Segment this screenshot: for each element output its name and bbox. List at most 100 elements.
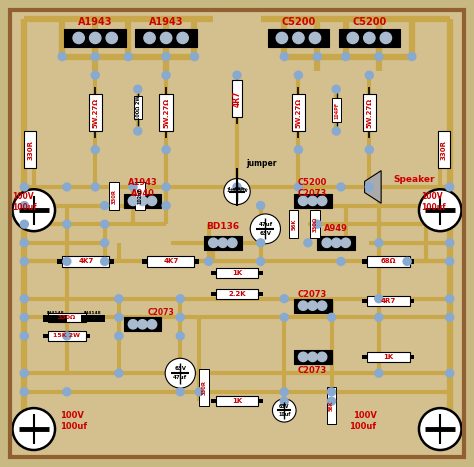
Text: 1K: 1K — [232, 270, 242, 276]
Bar — [327, 387, 336, 425]
Circle shape — [256, 257, 264, 265]
Text: 100uf: 100uf — [60, 422, 87, 431]
Circle shape — [365, 146, 374, 154]
Bar — [43, 315, 48, 319]
Circle shape — [115, 295, 123, 303]
Bar — [232, 80, 242, 117]
Text: 4R7: 4R7 — [381, 298, 396, 304]
Text: 100Ω 2W: 100Ω 2W — [136, 95, 141, 120]
Text: 102nf: 102nf — [137, 188, 143, 204]
Bar — [48, 312, 86, 322]
Circle shape — [63, 332, 71, 340]
Circle shape — [337, 183, 345, 191]
Circle shape — [20, 313, 28, 321]
Circle shape — [322, 238, 331, 248]
Bar — [43, 315, 67, 322]
Circle shape — [73, 32, 84, 43]
Circle shape — [233, 71, 241, 79]
Circle shape — [304, 239, 312, 247]
Circle shape — [100, 220, 109, 228]
Bar — [64, 28, 126, 47]
Bar — [332, 99, 341, 122]
Circle shape — [341, 238, 350, 248]
Circle shape — [138, 319, 147, 329]
Circle shape — [375, 369, 383, 377]
Text: 63V: 63V — [174, 366, 186, 371]
Text: 100V: 100V — [60, 410, 83, 419]
Circle shape — [115, 313, 123, 321]
Circle shape — [12, 408, 55, 450]
Circle shape — [375, 53, 383, 61]
Circle shape — [20, 183, 28, 191]
Text: 100V: 100V — [421, 192, 443, 201]
Bar — [199, 368, 209, 406]
Text: 1K: 1K — [232, 398, 242, 404]
Bar — [410, 354, 414, 359]
Circle shape — [20, 332, 28, 340]
Text: 330Ω: 330Ω — [312, 217, 318, 232]
Circle shape — [256, 202, 264, 210]
Circle shape — [129, 183, 137, 191]
Circle shape — [332, 127, 340, 135]
Text: 5W.27Ω: 5W.27Ω — [295, 97, 301, 127]
Text: 330R: 330R — [27, 140, 33, 160]
Circle shape — [250, 214, 281, 244]
Circle shape — [328, 397, 336, 405]
Circle shape — [328, 388, 336, 396]
Circle shape — [280, 313, 288, 321]
Circle shape — [147, 319, 156, 329]
Text: jumper: jumper — [246, 159, 277, 168]
Circle shape — [106, 32, 118, 43]
Text: 100V: 100V — [12, 192, 34, 201]
Bar — [159, 94, 173, 131]
Bar — [258, 271, 263, 276]
Text: 100uf: 100uf — [421, 204, 446, 212]
Bar — [362, 259, 367, 264]
Text: C2073: C2073 — [148, 308, 175, 317]
Circle shape — [115, 332, 123, 340]
Bar — [211, 271, 216, 276]
Circle shape — [162, 53, 170, 61]
Bar — [216, 289, 258, 299]
Circle shape — [162, 71, 170, 79]
Bar — [268, 28, 329, 47]
Text: 100uf: 100uf — [12, 204, 37, 212]
Text: C2073: C2073 — [298, 190, 327, 198]
Circle shape — [233, 183, 241, 191]
Circle shape — [276, 32, 288, 43]
Circle shape — [342, 53, 350, 61]
Text: BD136: BD136 — [206, 222, 239, 231]
Circle shape — [209, 238, 218, 248]
Bar — [62, 256, 109, 267]
Text: 5W.27Ω: 5W.27Ω — [92, 97, 98, 127]
Bar — [318, 236, 355, 250]
Text: 15K 2W: 15K 2W — [54, 333, 81, 339]
Circle shape — [313, 53, 321, 61]
Text: 5W.27Ω: 5W.27Ω — [366, 97, 373, 127]
Circle shape — [218, 238, 228, 248]
Circle shape — [308, 196, 318, 205]
Bar — [367, 296, 410, 306]
Circle shape — [446, 369, 454, 377]
Bar — [143, 259, 147, 264]
Polygon shape — [365, 170, 381, 203]
Circle shape — [128, 196, 138, 205]
Circle shape — [318, 196, 327, 205]
Circle shape — [299, 352, 308, 361]
Circle shape — [280, 295, 288, 303]
Circle shape — [134, 127, 142, 135]
Bar — [410, 299, 414, 304]
Circle shape — [147, 196, 156, 205]
Circle shape — [256, 239, 264, 247]
Circle shape — [162, 183, 170, 191]
Bar — [109, 182, 119, 210]
Circle shape — [380, 32, 392, 43]
Circle shape — [446, 183, 454, 191]
Circle shape — [313, 220, 321, 228]
Circle shape — [63, 388, 71, 396]
Circle shape — [228, 238, 237, 248]
Circle shape — [365, 71, 374, 79]
Text: IN4148: IN4148 — [46, 311, 64, 315]
Text: 330R: 330R — [201, 380, 206, 395]
Bar — [136, 28, 197, 47]
